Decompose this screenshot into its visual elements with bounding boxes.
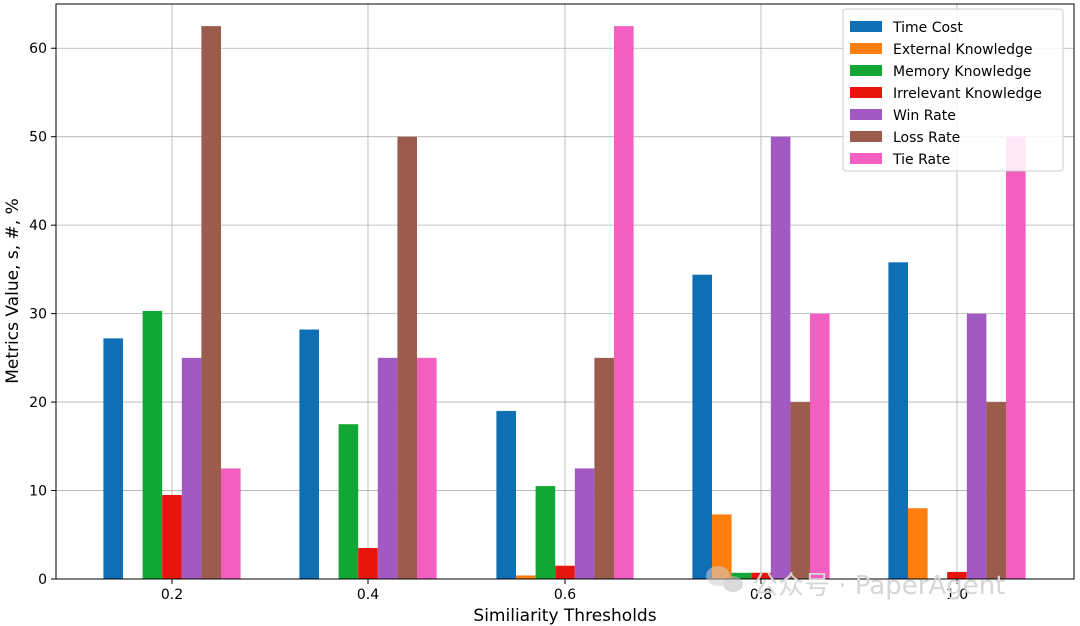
legend-label: External Knowledge <box>893 42 1033 58</box>
bar <box>221 468 241 579</box>
legend: Time Cost External Knowledge Memory Knowle… <box>842 8 1064 172</box>
legend-swatch <box>850 131 882 142</box>
legend-label: Win Rate <box>893 108 956 124</box>
y-tick-label: 30 <box>29 307 47 323</box>
bars <box>103 26 1026 580</box>
legend-swatch <box>850 21 882 32</box>
bar <box>103 338 123 579</box>
y-tick-label: 50 <box>29 130 47 146</box>
bar <box>358 548 378 579</box>
bar <box>377 357 398 579</box>
legend-label: Memory Knowledge <box>893 64 1031 80</box>
bar <box>201 26 221 580</box>
legend-label: Tie Rate <box>892 152 950 168</box>
bar <box>142 310 163 579</box>
watermark-text: 公众号 · PaperAgent <box>752 571 1005 601</box>
x-axis-label: Similiarity Thresholds <box>473 606 656 626</box>
bar <box>966 313 987 579</box>
watermark: 公众号 · PaperAgent <box>706 566 1005 601</box>
bar <box>574 468 595 579</box>
x-tick-label: 0.2 <box>161 587 183 603</box>
wechat-icon <box>706 566 743 592</box>
bar <box>299 329 319 579</box>
bar <box>496 410 516 579</box>
x-tick-label: 0.6 <box>554 587 576 603</box>
legend-swatch <box>850 153 882 164</box>
legend-swatch <box>850 43 882 54</box>
legend-swatch <box>850 87 882 98</box>
bar <box>790 402 810 579</box>
bar <box>692 274 712 579</box>
bar <box>555 565 575 579</box>
x-tick-label: 1.0 <box>946 587 968 603</box>
bar <box>908 508 928 579</box>
bar <box>397 136 417 579</box>
x-tick-label: 0.4 <box>357 587 379 603</box>
y-tick-label: 10 <box>29 484 47 500</box>
legend-swatch <box>850 65 882 76</box>
bar <box>338 424 359 579</box>
bar <box>770 136 791 579</box>
bar <box>947 571 967 579</box>
bar <box>535 486 556 579</box>
legend-label: Irrelevant Knowledge <box>893 86 1042 102</box>
legend-box <box>842 8 1064 172</box>
legend-swatch <box>850 109 882 120</box>
legend-label: Time Cost <box>892 20 963 36</box>
y-tick-label: 60 <box>29 41 47 57</box>
x-axis-ticks: 0.2 0.4 0.6 0.8 1.0 <box>161 579 968 603</box>
bar <box>614 26 634 580</box>
bar <box>417 357 437 579</box>
bar <box>810 313 830 579</box>
y-tick-label: 20 <box>29 395 47 411</box>
bar <box>888 262 908 579</box>
bar <box>162 494 182 579</box>
bar <box>986 402 1006 579</box>
bar <box>516 575 536 579</box>
y-axis-label: Metrics Value, s, #, % <box>3 198 23 383</box>
bar <box>1006 136 1026 579</box>
x-tick-label: 0.8 <box>750 587 772 603</box>
y-tick-label: 0 <box>38 572 47 588</box>
bar <box>594 357 614 579</box>
y-axis-ticks: 0 10 20 30 40 50 60 <box>29 41 56 588</box>
bar <box>181 357 202 579</box>
bar <box>731 572 752 579</box>
y-tick-label: 40 <box>29 218 47 234</box>
bar <box>712 514 732 579</box>
bar <box>751 572 771 579</box>
legend-label: Loss Rate <box>893 130 960 146</box>
